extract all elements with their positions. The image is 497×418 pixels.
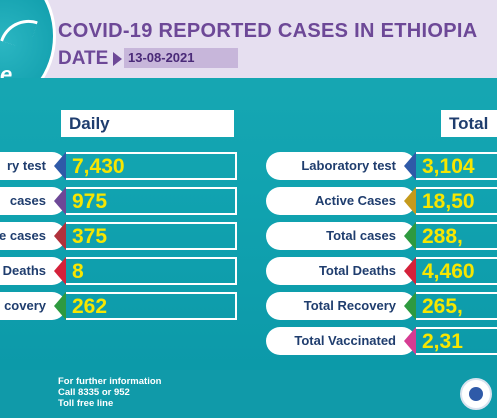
arrow-right-icon [113,52,122,66]
arrow-tip-icon [404,327,416,355]
total-heading: Total [441,110,497,137]
ministry-seal-icon [460,378,492,410]
total-label: Laboratory test [266,152,416,180]
total-value: 288, [416,222,497,250]
arrow-tip-icon [54,292,66,320]
page-title: COVID-19 REPORTED CASES IN ETHIOPIA [58,20,478,42]
contact-line: Call 8335 or 952 [58,387,130,398]
total-value: 3,104 [416,152,497,180]
date-label: DATE [58,48,109,69]
daily-value: 975 [66,187,237,215]
arrow-tip-icon [404,222,416,250]
daily-heading: Daily [61,110,234,137]
total-label: Total cases [266,222,416,250]
contact-line: For further information [58,376,162,387]
arrow-tip-icon [54,187,66,215]
footer-band [0,370,497,418]
arrow-tip-icon [54,152,66,180]
total-label: Total Deaths [266,257,416,285]
total-value: 265, [416,292,497,320]
total-value: 18,50 [416,187,497,215]
arrow-tip-icon [54,222,66,250]
total-label: Total Recovery [266,292,416,320]
header-banner: e COVID-19 REPORTED CASES IN ETHIOPIA DA… [0,0,497,78]
daily-value: 262 [66,292,237,320]
logo-letter: e [0,62,13,78]
arrow-tip-icon [404,292,416,320]
daily-value: 8 [66,257,237,285]
daily-value: 7,430 [66,152,237,180]
date-value: 13-08-2021 [124,48,238,68]
logo-emblem [0,0,56,78]
contact-info: For further information Call 8335 or 952… [58,376,161,409]
arrow-tip-icon [404,257,416,285]
daily-value: 375 [66,222,237,250]
contact-line: Toll free line [58,398,114,409]
total-value: 4,460 [416,257,497,285]
total-value: 2,31 [416,327,497,355]
arrow-tip-icon [404,187,416,215]
total-label: Active Cases [266,187,416,215]
arrow-tip-icon [404,152,416,180]
total-label: Total Vaccinated [266,327,416,355]
arrow-tip-icon [54,257,66,285]
